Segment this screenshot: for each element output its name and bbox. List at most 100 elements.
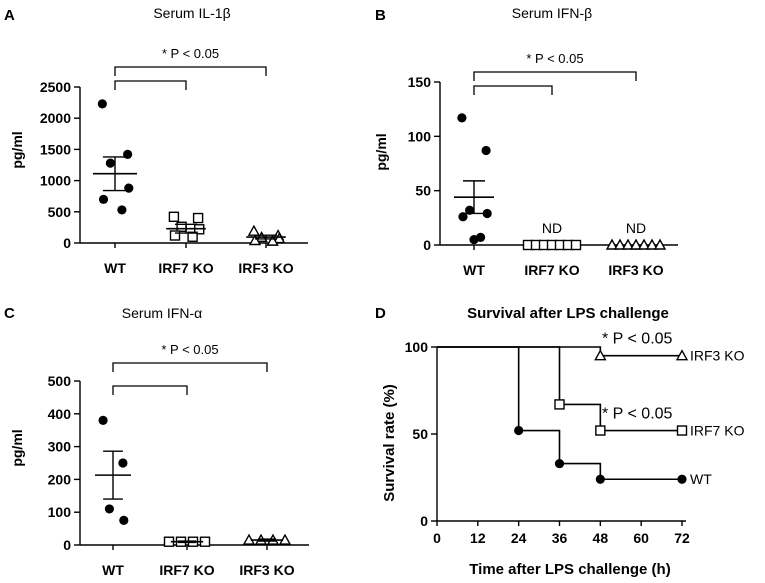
panel-a-y-label: pg/ml <box>9 131 25 168</box>
survival-point <box>514 425 524 436</box>
panel-d-marks <box>431 346 689 526</box>
data-point <box>119 515 129 526</box>
data-point <box>169 230 181 241</box>
data-point <box>653 238 667 250</box>
data-point <box>469 234 479 245</box>
panel-a-category: WT <box>104 260 126 276</box>
panel-d-x-tick: 12 <box>470 530 486 546</box>
data-point <box>458 212 468 222</box>
data-point <box>621 238 635 250</box>
panel-c-y-tick: 100 <box>48 504 72 520</box>
data-point <box>613 238 627 250</box>
data-point <box>273 232 286 244</box>
data-point <box>457 113 467 123</box>
panel-d-x-tick: 60 <box>633 530 649 546</box>
panel-b-bracket-wt-irf3 <box>473 71 637 81</box>
panel-b-marks <box>434 71 678 251</box>
panel-a: Serum IL-1β pg/ml 0 500 1000 1500 2000 2… <box>9 5 308 276</box>
data-point <box>105 158 115 168</box>
panel-d-y-label: Survival rate (%) <box>381 384 398 502</box>
panel-b-bracket-wt-irf7 <box>473 85 553 95</box>
survival-point <box>595 425 606 436</box>
panel-c-category: IRF7 KO <box>159 562 214 578</box>
data-point <box>168 211 180 222</box>
panel-a-category: IRF7 KO <box>158 260 213 276</box>
panel-c-y-tick: 500 <box>48 373 72 389</box>
survival-point <box>595 474 605 484</box>
panel-a-y-ticks: 0 500 1000 1500 2000 2500 <box>40 79 71 251</box>
data-point <box>187 231 198 242</box>
panel-b-significance-label: * P < 0.05 <box>526 51 583 66</box>
panel-c-significance-label: * P < 0.05 <box>161 342 218 357</box>
panel-c-y-ticks: 0 100 200 300 400 500 <box>48 373 72 553</box>
panel-b-y-ticks: 0 50 100 150 <box>408 74 432 253</box>
panel-d-y-ticks: 0 50 100 <box>405 339 429 529</box>
panel-b-nd-label: ND <box>626 220 646 236</box>
panel-d-title: Survival after LPS challenge <box>467 305 669 322</box>
panel-d-x-tick: 72 <box>674 530 690 546</box>
panel-a-y-tick: 0 <box>63 235 71 251</box>
panel-d-x-ticks: 0 12 24 36 48 60 72 <box>433 530 690 546</box>
panel-a-y-tick: 2000 <box>40 110 71 126</box>
survival-point <box>554 458 565 469</box>
panel-b-categories: WT IRF7 KO IRF3 KO <box>463 262 664 278</box>
panel-a-y-tick: 2500 <box>40 79 71 95</box>
data-point <box>629 238 643 250</box>
panel-d-significance-label: * P < 0.05 <box>602 406 673 423</box>
survival-point <box>594 349 607 361</box>
data-point <box>104 504 114 514</box>
panel-b-y-tick: 0 <box>423 237 431 253</box>
data-point <box>248 234 262 246</box>
data-point <box>266 234 279 246</box>
data-point <box>645 238 659 250</box>
panel-c-y-tick: 0 <box>63 537 71 553</box>
survival-point <box>676 425 688 436</box>
panel-d-y-tick: 100 <box>405 339 429 355</box>
panel-b-nd-label: ND <box>542 220 562 236</box>
survival-point <box>675 349 689 361</box>
survival-point <box>677 474 687 484</box>
panel-d-series-label: IRF7 KO <box>690 423 745 439</box>
data-point <box>482 208 492 219</box>
panel-d-legend: IRF3 KO IRF7 KO WT <box>690 348 745 488</box>
panel-c-bracket-wt-irf3 <box>112 362 268 372</box>
panel-c-bracket-wt-irf7 <box>112 385 188 395</box>
panel-a-bracket-wt-irf7 <box>114 80 187 90</box>
panel-a-y-tick: 500 <box>48 204 72 220</box>
survival-curve <box>437 346 682 432</box>
panel-a-y-tick: 1000 <box>40 173 71 189</box>
data-point <box>605 238 619 250</box>
panel-label-d: D <box>375 305 386 322</box>
panel-d-significance-label: * P < 0.05 <box>602 331 673 348</box>
panel-b-y-label: pg/ml <box>373 133 389 170</box>
panel-d-x-label: Time after LPS challenge (h) <box>469 561 670 578</box>
data-point <box>98 194 109 204</box>
data-point <box>247 224 261 236</box>
panel-a-significance-label: * P < 0.05 <box>162 46 219 61</box>
panel-b: Serum IFN-β pg/ml 0 50 100 150 WT IRF7 K… <box>373 5 678 278</box>
data-point <box>98 415 108 425</box>
panel-c-categories: WT IRF7 KO IRF3 KO <box>102 562 295 578</box>
panel-d-x-tick: 48 <box>593 530 609 546</box>
panel-c-title: Serum IFN-α <box>122 305 202 321</box>
data-point <box>465 205 475 215</box>
data-point <box>570 239 582 251</box>
panel-b-title: Serum IFN-β <box>512 5 592 21</box>
panel-c: Serum IFN-α pg/ml 0 100 200 300 400 500 … <box>9 305 309 578</box>
panel-c-y-tick: 200 <box>48 471 72 487</box>
panel-c-y-tick: 400 <box>48 406 72 422</box>
survival-point <box>554 399 565 410</box>
data-point <box>118 458 128 468</box>
data-point <box>123 149 133 159</box>
panel-a-categories: WT IRF7 KO IRF3 KO <box>104 260 294 276</box>
data-point <box>117 205 127 215</box>
panel-c-marks <box>74 362 309 550</box>
panel-d-y-tick: 50 <box>412 426 428 442</box>
panel-a-y-tick: 1500 <box>40 141 71 157</box>
panel-c-y-tick: 300 <box>48 439 72 455</box>
panel-c-y-label: pg/ml <box>9 429 25 466</box>
panel-d-series-label: IRF3 KO <box>690 348 745 364</box>
data-point <box>97 99 107 109</box>
panel-d-x-tick: 0 <box>433 530 441 546</box>
panel-b-category: WT <box>463 262 485 278</box>
